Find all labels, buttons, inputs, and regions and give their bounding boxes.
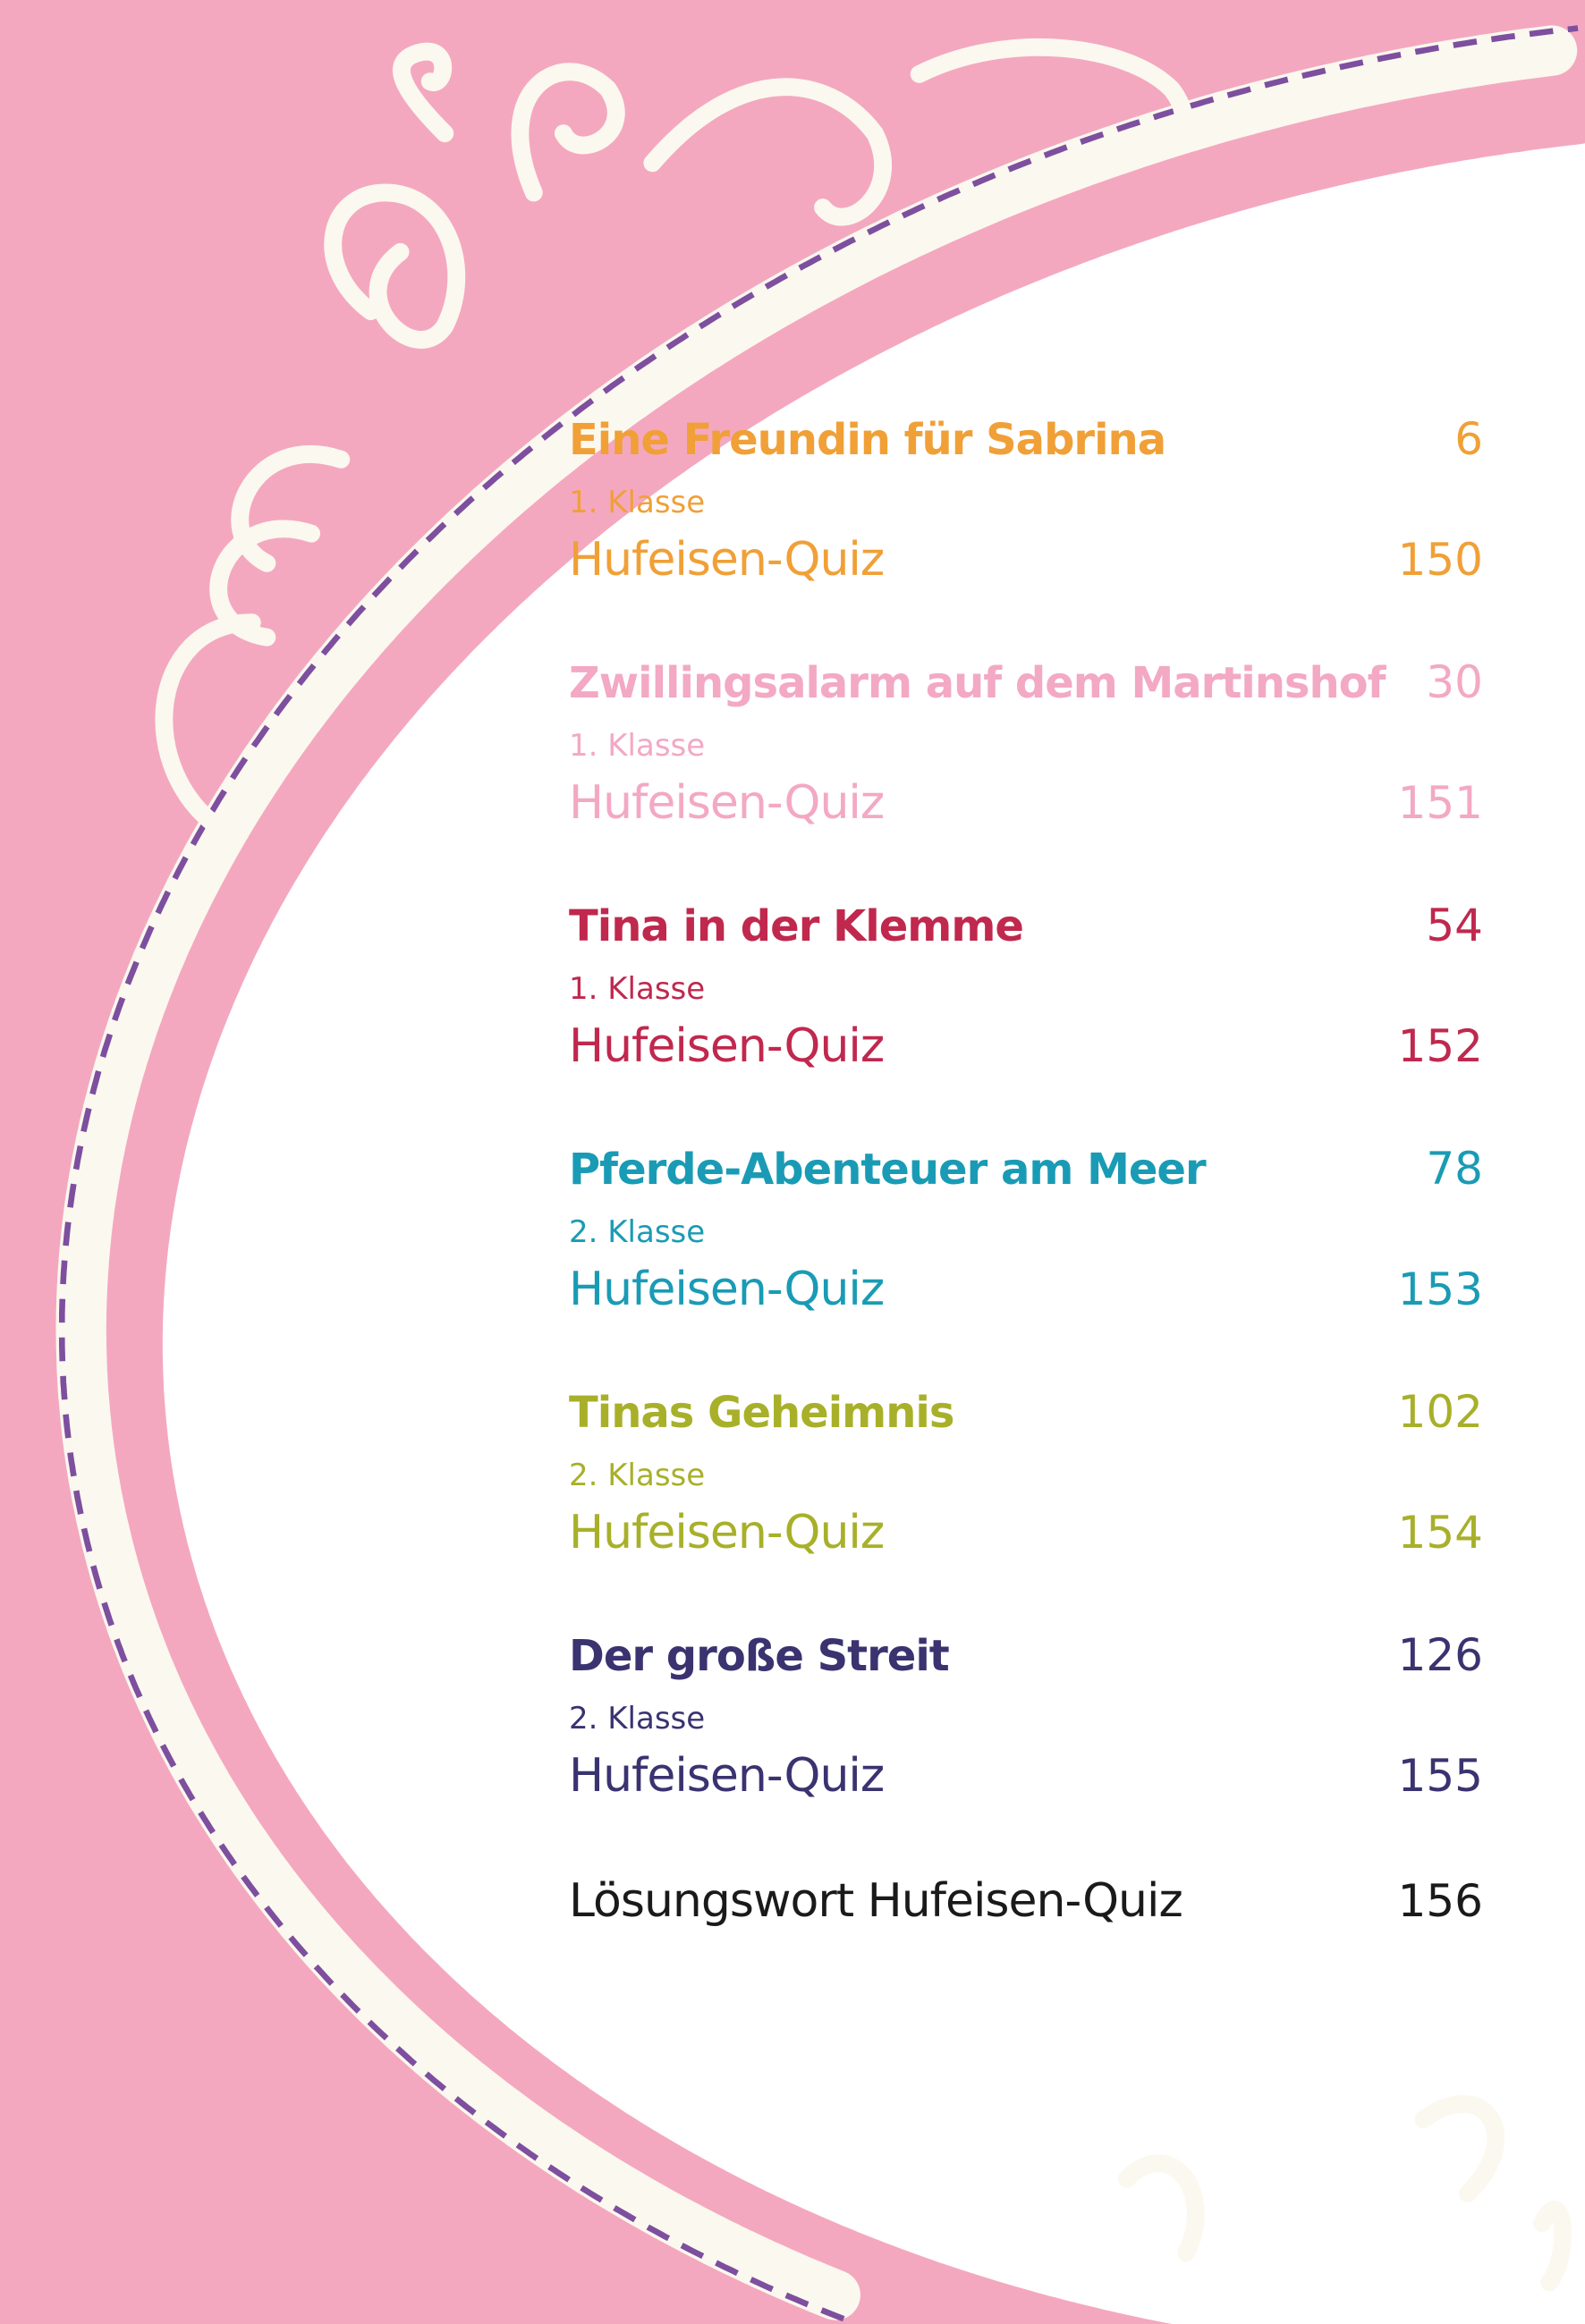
quiz-title: Hufeisen-Quiz: [569, 1506, 885, 1559]
solution-page-number: 156: [1397, 1875, 1483, 1927]
story-title: Der große Streit: [569, 1631, 950, 1681]
page-number: 126: [1397, 1629, 1483, 1681]
story-title: Tina in der Klemme: [569, 901, 1024, 951]
story-title: Eine Freundin für Sabrina: [569, 415, 1166, 465]
quiz-page-number: 153: [1397, 1263, 1483, 1315]
quiz-page-number: 150: [1397, 534, 1483, 586]
page-number: 30: [1426, 656, 1483, 708]
quiz-page-number: 151: [1397, 777, 1483, 829]
quiz-title: Hufeisen-Quiz: [569, 1019, 885, 1073]
page-number: 54: [1426, 900, 1483, 951]
quiz-title: Hufeisen-Quiz: [569, 1749, 885, 1803]
page-number: 6: [1454, 413, 1483, 465]
solution-title: Lösungswort Hufeisen-Quiz: [569, 1874, 1183, 1928]
story-title: Pferde-Abenteuer am Meer: [569, 1145, 1207, 1195]
quiz-title: Hufeisen-Quiz: [569, 776, 885, 830]
quiz-page-number: 152: [1397, 1020, 1483, 1072]
grade-label: 2. Klasse: [569, 1214, 706, 1250]
grade-label: 1. Klasse: [569, 971, 706, 1007]
story-title: Tinas Geheimnis: [569, 1388, 954, 1438]
frame-ring: [55, 25, 1578, 2320]
quiz-title: Hufeisen-Quiz: [569, 1263, 885, 1316]
quiz-page-number: 154: [1397, 1507, 1483, 1559]
page-number: 78: [1426, 1143, 1483, 1195]
grade-label: 2. Klasse: [569, 1701, 706, 1737]
grade-label: 2. Klasse: [569, 1458, 706, 1493]
page-number: 102: [1397, 1386, 1483, 1438]
swirl-ornaments: [155, 38, 1572, 2292]
page-area: [162, 131, 1585, 2324]
story-title: Zwillingsalarm auf dem Martinshof: [569, 658, 1386, 708]
stitch-line: [58, 25, 1579, 2322]
quiz-title: Hufeisen-Quiz: [569, 533, 885, 587]
quiz-page-number: 155: [1397, 1750, 1483, 1802]
grade-label: 1. Klasse: [569, 728, 706, 764]
grade-label: 1. Klasse: [569, 485, 706, 520]
